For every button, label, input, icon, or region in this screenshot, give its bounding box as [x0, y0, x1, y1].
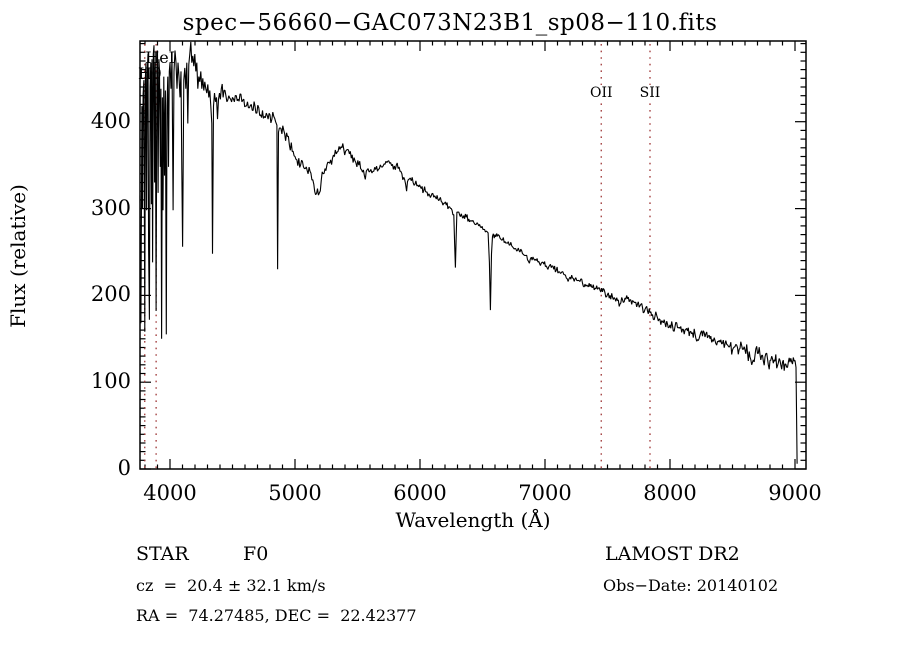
y-tick-label: 300 [90, 195, 131, 220]
spectral-line-label-hθ: Hθ [137, 64, 162, 83]
y-tick-label: 0 [117, 456, 131, 480]
spectral-line-label-oii: OII [588, 85, 614, 101]
x-tick-label: 9000 [768, 481, 822, 505]
obs-date-text: Obs−Date: 20140102 [603, 576, 779, 595]
spectrum-curve [139, 41, 798, 464]
x-axis-label: Wavelength (Å) [395, 508, 551, 532]
plot-title: spec−56660−GAC073N23B1_sp08−110.fits [182, 10, 718, 36]
x-tick-label: 8000 [643, 481, 697, 505]
x-tick-label: 6000 [393, 481, 447, 505]
spectral-line-label-sii: SII [638, 85, 662, 101]
y-axis-label: Flux (relative) [6, 184, 30, 328]
y-tick-label: 100 [90, 369, 131, 394]
object-class-text: STAR F0 [136, 543, 269, 565]
x-tick-label: 7000 [518, 481, 572, 505]
x-tick-label: 4000 [143, 481, 197, 505]
cz-text: cz = 20.4 ± 32.1 km/s [136, 576, 326, 595]
x-tick-label: 5000 [268, 481, 322, 505]
spectral-line-label-hei: HeI [145, 48, 175, 67]
plot-frame [139, 40, 807, 470]
ra-dec-text: RA = 74.27485, DEC = 22.42377 [136, 606, 417, 625]
y-tick-label: 400 [90, 108, 131, 133]
survey-text: LAMOST DR2 [605, 543, 740, 565]
y-tick-label: 200 [90, 282, 131, 307]
